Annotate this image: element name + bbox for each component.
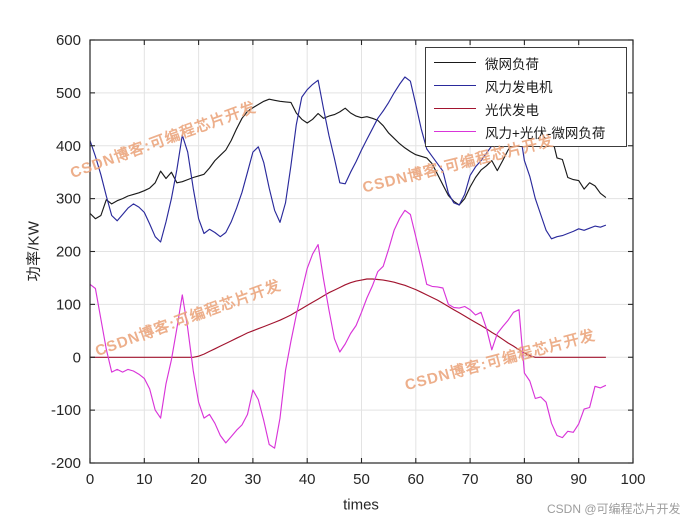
legend-line-sample xyxy=(434,85,476,86)
y-tick-label: -200 xyxy=(51,455,81,472)
x-tick-label: 100 xyxy=(620,471,645,488)
y-tick-label: 500 xyxy=(56,85,81,102)
x-tick-label: 10 xyxy=(136,471,153,488)
x-tick-label: 90 xyxy=(570,471,587,488)
legend-item-wind-plus-pv-minus-load: 风力+光伏-微网负荷 xyxy=(426,121,626,143)
legend-line-sample xyxy=(434,131,476,132)
y-tick-label: 200 xyxy=(56,244,81,261)
y-tick-label: -100 xyxy=(51,402,81,419)
csdn-credit: CSDN @可编程芯片开发 xyxy=(547,502,681,516)
x-tick-label: 80 xyxy=(516,471,533,488)
y-axis-label: 功率/KW xyxy=(25,220,43,282)
x-tick-label: 0 xyxy=(86,471,94,488)
legend-label: 微网负荷 xyxy=(485,56,539,72)
legend-label: 风力发电机 xyxy=(485,79,553,95)
x-axis-label: times xyxy=(343,496,379,514)
series-line-pv-generation xyxy=(90,278,606,358)
y-tick-label: 600 xyxy=(56,32,81,49)
legend-label: 风力+光伏-微网负荷 xyxy=(485,125,606,141)
legend-item-microgrid-load: 微网负荷 xyxy=(426,52,626,74)
legend-label: 光伏发电 xyxy=(485,102,539,118)
x-tick-label: 20 xyxy=(190,471,207,488)
y-tick-label: 300 xyxy=(56,191,81,208)
x-tick-label: 70 xyxy=(462,471,479,488)
x-tick-label: 40 xyxy=(299,471,316,488)
legend-line-sample xyxy=(434,62,476,63)
y-tick-label: 400 xyxy=(56,138,81,155)
legend-item-wind-turbine: 风力发电机 xyxy=(426,75,626,97)
y-tick-label: 100 xyxy=(56,296,81,313)
x-tick-label: 50 xyxy=(353,471,370,488)
x-tick-label: 30 xyxy=(245,471,262,488)
y-tick-label: 0 xyxy=(73,349,81,366)
x-tick-label: 60 xyxy=(407,471,424,488)
legend-item-pv-generation: 光伏发电 xyxy=(426,98,626,120)
series-line-wind-plus-pv-minus-load xyxy=(89,209,607,449)
legend: 微网负荷风力发电机光伏发电风力+光伏-微网负荷 xyxy=(425,47,627,147)
legend-line-sample xyxy=(434,108,476,109)
